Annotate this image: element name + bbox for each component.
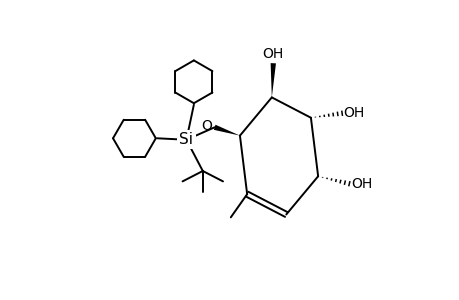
Polygon shape [270, 63, 275, 98]
Polygon shape [213, 125, 240, 136]
Text: O: O [201, 118, 212, 133]
Text: OH: OH [343, 106, 364, 120]
Text: OH: OH [262, 47, 283, 61]
Text: OH: OH [350, 177, 371, 191]
Text: Si: Si [179, 132, 193, 147]
